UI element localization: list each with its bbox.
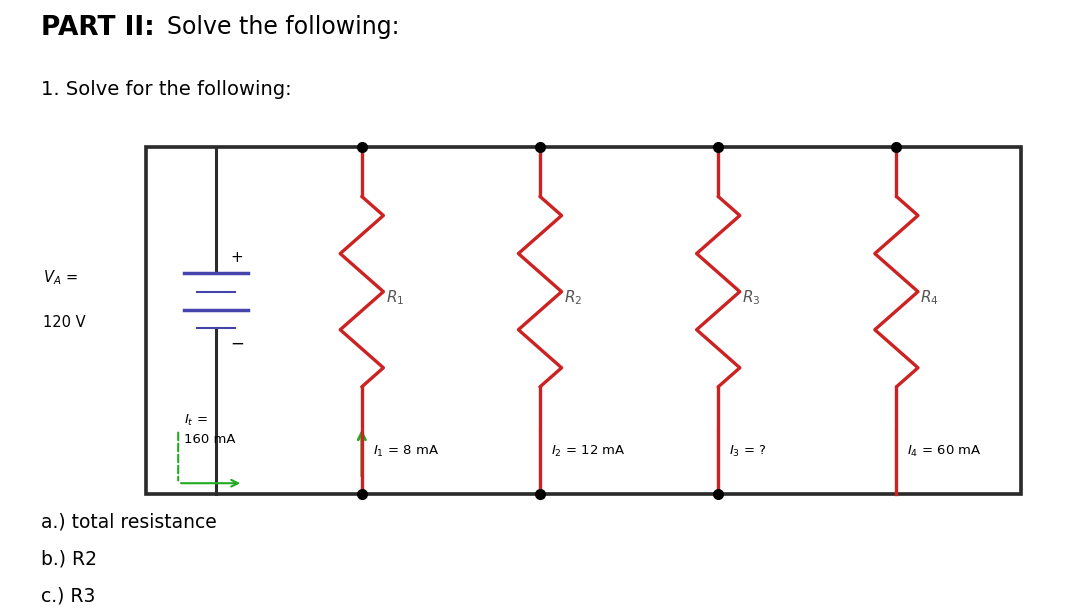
Text: $V_A$ =: $V_A$ = xyxy=(43,268,78,287)
Bar xyxy=(146,147,1021,494)
Text: c.) R3: c.) R3 xyxy=(41,586,95,605)
Text: $R_1$: $R_1$ xyxy=(386,289,404,307)
Text: $I_t$ =: $I_t$ = xyxy=(184,413,207,428)
Text: +: + xyxy=(230,251,243,265)
Text: $R_2$: $R_2$ xyxy=(564,289,582,307)
Text: $I_1$ = 8 mA: $I_1$ = 8 mA xyxy=(373,444,438,459)
Text: $I_2$ = 12 mA: $I_2$ = 12 mA xyxy=(551,444,625,459)
Text: 120 V: 120 V xyxy=(43,315,85,330)
Text: 1. Solve for the following:: 1. Solve for the following: xyxy=(41,80,292,99)
Text: PART II:: PART II: xyxy=(41,15,154,41)
Text: 160 mA: 160 mA xyxy=(184,432,235,446)
Text: Solve the following:: Solve the following: xyxy=(167,15,400,39)
Text: b.) R2: b.) R2 xyxy=(41,550,97,569)
Text: $R_4$: $R_4$ xyxy=(920,289,939,307)
Text: a.) total resistance: a.) total resistance xyxy=(41,513,217,532)
Text: $I_3$ = ?: $I_3$ = ? xyxy=(729,444,767,459)
Text: $I_4$ = 60 mA: $I_4$ = 60 mA xyxy=(907,444,982,459)
Text: −: − xyxy=(230,335,244,353)
Text: $R_3$: $R_3$ xyxy=(742,289,760,307)
